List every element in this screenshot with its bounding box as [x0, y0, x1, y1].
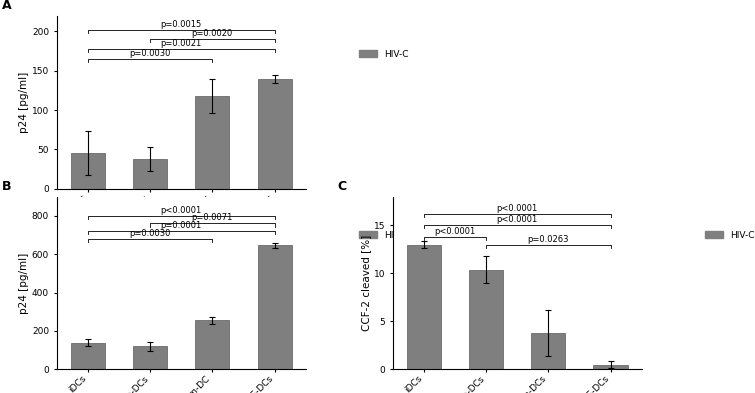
- Text: A: A: [2, 0, 11, 12]
- Y-axis label: p24 [pg/ml]: p24 [pg/ml]: [19, 252, 29, 314]
- Text: p<0.0001: p<0.0001: [497, 204, 538, 213]
- Bar: [133, 159, 167, 189]
- Text: p<0.0001: p<0.0001: [161, 206, 202, 215]
- Text: p=0.0021: p=0.0021: [161, 39, 202, 48]
- Bar: [532, 333, 565, 369]
- Text: p=0.0001: p=0.0001: [161, 221, 202, 230]
- Y-axis label: p24 [pg/ml]: p24 [pg/ml]: [19, 72, 29, 133]
- Text: p=0.0263: p=0.0263: [528, 235, 569, 244]
- Bar: [196, 320, 230, 369]
- Bar: [593, 365, 627, 369]
- Text: p<0.0001: p<0.0001: [434, 227, 476, 236]
- Text: p<0.0001: p<0.0001: [497, 215, 538, 224]
- Text: p=0.0071: p=0.0071: [192, 213, 233, 222]
- Text: p=0.0015: p=0.0015: [161, 20, 202, 29]
- Bar: [133, 346, 167, 369]
- Legend: HIV-C: HIV-C: [355, 227, 412, 243]
- Bar: [71, 153, 105, 189]
- Y-axis label: CCF-2 cleaved [%]: CCF-2 cleaved [%]: [361, 235, 371, 331]
- Bar: [469, 270, 503, 369]
- Legend: HIV-C: HIV-C: [355, 46, 412, 62]
- Bar: [407, 244, 441, 369]
- Bar: [71, 343, 105, 369]
- Text: C: C: [337, 180, 347, 193]
- Text: B: B: [2, 180, 11, 193]
- Bar: [196, 96, 230, 189]
- Bar: [257, 246, 291, 369]
- Bar: [257, 79, 291, 189]
- Text: p=0.0030: p=0.0030: [129, 49, 171, 58]
- Legend: HIV-C: HIV-C: [701, 227, 755, 243]
- Text: p=0.0020: p=0.0020: [192, 29, 233, 39]
- Text: p=0.0030: p=0.0030: [129, 229, 171, 238]
